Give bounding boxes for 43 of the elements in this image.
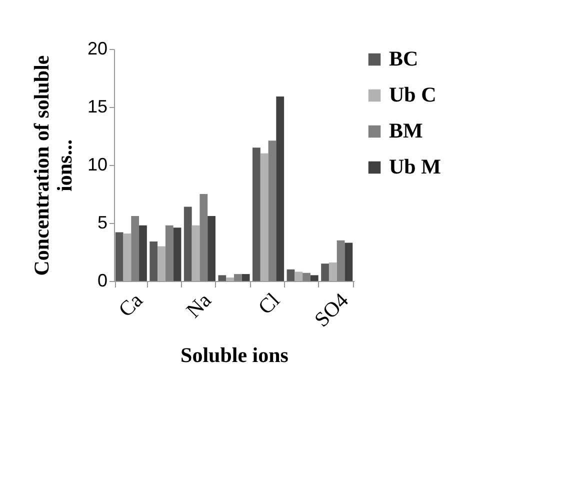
legend-label: BM <box>389 118 424 142</box>
y-tick-label: 0 <box>97 270 108 290</box>
bar <box>310 275 318 281</box>
y-tick-label: 15 <box>87 96 108 116</box>
bar <box>344 242 353 281</box>
bar <box>321 264 329 281</box>
x-axis-title: Soluble ions <box>180 342 288 367</box>
bar <box>123 233 132 281</box>
bar <box>268 140 276 281</box>
x-tick-label: Ca <box>114 288 148 322</box>
y-tick-label: 20 <box>87 38 108 58</box>
x-tick-label: Na <box>181 288 216 322</box>
bar <box>234 274 242 281</box>
bar <box>286 269 295 281</box>
x-tick-label: SO4 <box>310 288 354 332</box>
bar <box>208 216 216 281</box>
bar <box>131 216 140 281</box>
bar <box>139 225 147 281</box>
bar <box>242 274 250 281</box>
bar <box>302 272 310 281</box>
bar <box>276 96 284 281</box>
bar <box>165 225 174 281</box>
bar <box>328 262 337 281</box>
bar <box>336 240 345 281</box>
bar <box>252 148 260 281</box>
bar <box>218 275 226 281</box>
y-tick-label: 10 <box>87 154 108 174</box>
x-tick-label: Cl <box>253 288 284 320</box>
legend-label: Ub M <box>389 154 442 178</box>
bar <box>200 194 208 281</box>
legend-label: Ub C <box>389 82 436 106</box>
bar <box>184 206 192 281</box>
legend-label: BC <box>389 46 418 70</box>
bar <box>115 232 124 281</box>
bar <box>150 242 158 281</box>
bar <box>226 278 234 281</box>
y-tick-label: 5 <box>97 212 108 232</box>
bar <box>260 153 268 281</box>
bar <box>192 225 200 281</box>
bar <box>294 272 303 281</box>
y-axis-title: Concentration of soluble ions... <box>29 55 76 276</box>
bar <box>158 246 166 281</box>
bar <box>173 228 182 281</box>
